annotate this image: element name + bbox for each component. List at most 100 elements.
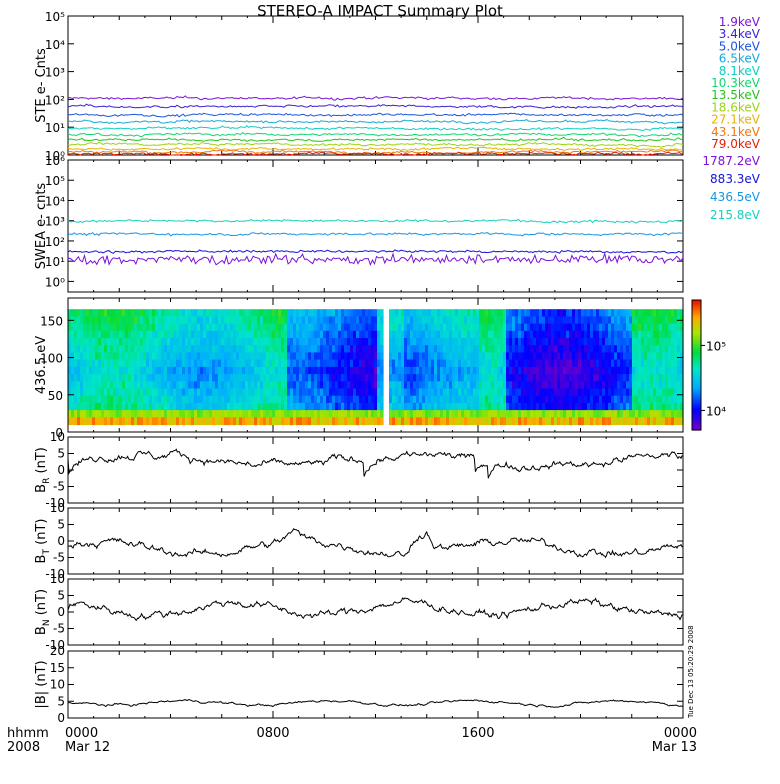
colorbar-cell — [692, 427, 701, 431]
heatmap-cell — [236, 366, 240, 375]
heatmap-cell — [566, 374, 570, 382]
heatmap-cell — [233, 402, 237, 411]
heatmap-cell — [98, 410, 102, 418]
colorbar-cell — [692, 382, 701, 386]
heatmap-cell — [368, 309, 372, 317]
heatmap-cell — [287, 330, 291, 339]
heatmap-cell — [455, 309, 459, 317]
heatmap-cell — [167, 323, 171, 332]
heatmap-cell — [254, 374, 258, 382]
heatmap-cell — [173, 345, 177, 353]
heatmap-cell — [605, 323, 609, 332]
heatmap-cell — [104, 395, 108, 404]
heatmap-cell — [344, 374, 348, 382]
heatmap-cell — [254, 366, 258, 375]
heatmap-cell — [380, 316, 384, 325]
heatmap-cell — [653, 352, 657, 361]
heatmap-cell — [677, 410, 681, 418]
heatmap-cell — [149, 366, 153, 375]
heatmap-cell — [428, 323, 432, 332]
heatmap-cell — [647, 388, 651, 397]
heatmap-cell — [143, 395, 147, 404]
heatmap-cell — [668, 381, 672, 390]
heatmap-cell — [377, 395, 381, 404]
heatmap-cell — [458, 374, 462, 382]
heatmap-cell — [542, 395, 546, 404]
heatmap-cell — [680, 366, 684, 375]
heatmap-cell — [632, 402, 636, 411]
heatmap-cell — [515, 381, 519, 390]
heatmap-cell — [431, 402, 435, 411]
heatmap-cell — [197, 316, 201, 325]
heatmap-cell — [419, 374, 423, 382]
heatmap-cell — [338, 374, 342, 382]
heatmap-cell — [284, 417, 288, 426]
heatmap-cell — [461, 316, 465, 325]
heatmap-cell — [458, 410, 462, 418]
heatmap-cell — [263, 402, 267, 411]
heatmap-cell — [551, 345, 555, 353]
heatmap-cell — [308, 345, 312, 353]
heatmap-cell — [341, 352, 345, 361]
legend-label-436.5eV: 436.5eV — [710, 190, 761, 204]
y-tick-label: 5 — [57, 447, 65, 461]
heatmap-cell — [209, 410, 213, 418]
heatmap-cell — [536, 410, 540, 418]
y-tick-label: 15 — [50, 661, 65, 675]
heatmap-cell — [419, 359, 423, 368]
heatmap-cell — [371, 374, 375, 382]
heatmap-cell — [644, 410, 648, 418]
heatmap-cell — [467, 316, 471, 325]
heatmap-cell — [428, 352, 432, 361]
heatmap-cell — [428, 381, 432, 390]
heatmap-cell — [608, 402, 612, 411]
heatmap-cell — [443, 410, 447, 418]
heatmap-cell — [332, 309, 336, 317]
heatmap-cell — [269, 330, 273, 339]
heatmap-cell — [80, 316, 84, 325]
heatmap-cell — [188, 410, 192, 418]
heatmap-cell — [599, 388, 603, 397]
heatmap-cell — [218, 323, 222, 332]
heatmap-cell — [599, 366, 603, 375]
heatmap-cell — [374, 323, 378, 332]
heatmap-cell — [71, 402, 75, 411]
heatmap-cell — [239, 410, 243, 418]
heatmap-cell — [440, 309, 444, 317]
heatmap-cell — [95, 309, 99, 317]
heatmap-cell — [299, 402, 303, 411]
heatmap-cell — [125, 402, 129, 411]
heatmap-cell — [245, 366, 249, 375]
heatmap-cell — [260, 352, 264, 361]
heatmap-cell — [215, 359, 219, 368]
heatmap-cell — [185, 402, 189, 411]
heatmap-cell — [152, 345, 156, 353]
heatmap-cell — [320, 402, 324, 411]
heatmap-cell — [299, 395, 303, 404]
heatmap-cell — [215, 417, 219, 426]
heatmap-cell — [557, 374, 561, 382]
heatmap-cell — [146, 417, 150, 426]
heatmap-cell — [416, 402, 420, 411]
heatmap-cell — [452, 309, 456, 317]
heatmap-cell — [320, 366, 324, 375]
heatmap-cell — [668, 345, 672, 353]
heatmap-cell — [578, 316, 582, 325]
heatmap-cell — [263, 323, 267, 332]
heatmap-cell — [659, 395, 663, 404]
heatmap-cell — [119, 395, 123, 404]
heatmap-cell — [641, 366, 645, 375]
heatmap-cell — [284, 402, 288, 411]
heatmap-cell — [350, 402, 354, 411]
heatmap-cell — [233, 381, 237, 390]
heatmap-cell — [131, 388, 135, 397]
heatmap-cell — [452, 402, 456, 411]
heatmap-cell — [455, 316, 459, 325]
heatmap-cell — [416, 359, 420, 368]
heatmap-cell — [359, 374, 363, 382]
heatmap-cell — [194, 366, 198, 375]
heatmap-cell — [365, 316, 369, 325]
panel-frame-5 — [67, 507, 684, 575]
heatmap-cell — [131, 316, 135, 325]
heatmap-cell — [500, 366, 504, 375]
